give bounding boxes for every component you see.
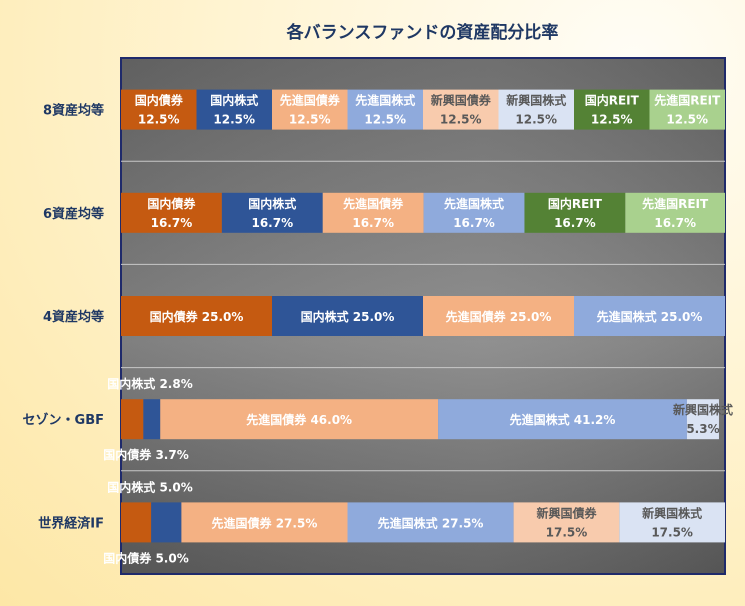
data-label: 5.3% — [686, 422, 719, 436]
data-label: 国内債券 25.0% — [150, 309, 244, 324]
bar-segment — [524, 192, 626, 233]
category-label-4: 4資産均等 — [43, 309, 104, 325]
bar-segment — [121, 296, 272, 336]
data-label: 12.5% — [213, 113, 255, 127]
data-label: 12.5% — [591, 113, 633, 127]
data-label: 先進国債券 25.0% — [446, 309, 552, 324]
bar-segment — [513, 502, 620, 543]
labels: 8資産均等国内債券12.5%国内株式12.5%先進国債券12.5%先進国株式12… — [23, 93, 733, 566]
bar-segment — [221, 192, 323, 233]
bar-segment — [574, 89, 650, 130]
data-label: 16.7% — [251, 216, 293, 230]
bar-segment — [423, 296, 574, 336]
category-label-6: 6資産均等 — [43, 206, 104, 222]
data-label: 新興国債券 — [431, 93, 492, 108]
bar-segment — [347, 89, 423, 130]
data-label: 17.5% — [651, 525, 693, 539]
bar-segment — [151, 502, 182, 543]
data-label: 先進国株式 — [355, 93, 415, 108]
outside-data-label: 国内債券 3.7% — [103, 447, 188, 462]
data-label: 先進国債券 46.0% — [246, 412, 352, 427]
data-label: 国内REIT — [548, 196, 603, 211]
data-label: 12.5% — [666, 113, 708, 127]
bar-segment — [619, 502, 725, 543]
data-label: 16.7% — [654, 216, 696, 230]
data-label: 先進国株式 — [444, 196, 504, 211]
chart-title: 各バランスファンドの資産配分比率 — [286, 23, 559, 43]
bar-segment — [143, 399, 161, 440]
data-label: 国内株式 — [210, 93, 258, 108]
bar-segment — [272, 296, 423, 336]
data-label: 新興国株式 — [506, 93, 566, 108]
bar-segment — [121, 399, 144, 440]
data-label: 国内株式 — [248, 196, 296, 211]
data-label: 先進国債券 27.5% — [212, 515, 318, 530]
bar-segment — [498, 89, 574, 130]
data-label: 国内REIT — [585, 93, 640, 108]
data-label: 12.5% — [289, 113, 331, 127]
data-label: 先進国株式 25.0% — [597, 309, 703, 324]
outside-data-label: 国内株式 5.0% — [107, 479, 192, 494]
bar-segment — [423, 89, 499, 130]
data-label: 12.5% — [440, 113, 482, 127]
bar-segment — [322, 192, 424, 233]
bar-segment — [121, 502, 152, 543]
bar-segment — [625, 192, 725, 233]
bar-segment — [121, 89, 197, 130]
category-label-8: 8資産均等 — [43, 103, 104, 119]
data-label: 先進国REIT — [654, 93, 721, 108]
outside-data-label: 国内債券 5.0% — [103, 550, 188, 565]
data-label: 国内債券 — [147, 196, 196, 211]
data-label: 先進国債券 — [343, 196, 404, 211]
category-label-if: 世界経済IF — [38, 515, 104, 531]
bars — [121, 89, 725, 543]
data-label: 12.5% — [364, 113, 406, 127]
data-label: 16.7% — [554, 216, 596, 230]
data-label: 12.5% — [515, 113, 557, 127]
bar-segment — [121, 192, 222, 233]
bar-segment — [181, 502, 348, 543]
bar-segment — [686, 399, 719, 440]
category-label-gbf: セゾン・GBF — [23, 412, 104, 428]
data-label: 先進国株式 41.2% — [510, 412, 616, 427]
outside-data-label: 国内株式 2.8% — [107, 376, 192, 391]
data-label: 新興国債券 — [536, 505, 597, 520]
bar-segment — [347, 502, 514, 543]
data-label: 国内債券 — [135, 93, 184, 108]
bar-segment — [423, 192, 525, 233]
bar-segment — [196, 89, 272, 130]
data-label: 12.5% — [138, 113, 180, 127]
data-label: 先進国株式 27.5% — [378, 515, 484, 530]
data-label: 新興国株式 — [642, 505, 702, 520]
gridlines — [121, 160, 725, 472]
data-label: 国内株式 25.0% — [301, 309, 395, 324]
data-label: 17.5% — [546, 525, 588, 539]
bar-segment — [272, 89, 348, 130]
data-label: 16.7% — [352, 216, 394, 230]
data-label: 先進国債券 — [280, 93, 341, 108]
data-label: 16.7% — [453, 216, 495, 230]
data-label: 先進国REIT — [642, 196, 709, 211]
bar-segment — [438, 399, 687, 440]
bar-segment — [649, 89, 725, 130]
bar-segment — [574, 296, 725, 336]
bar-segment — [160, 399, 439, 440]
data-label: 16.7% — [151, 216, 193, 230]
data-label: 新興国株式 — [673, 402, 733, 417]
